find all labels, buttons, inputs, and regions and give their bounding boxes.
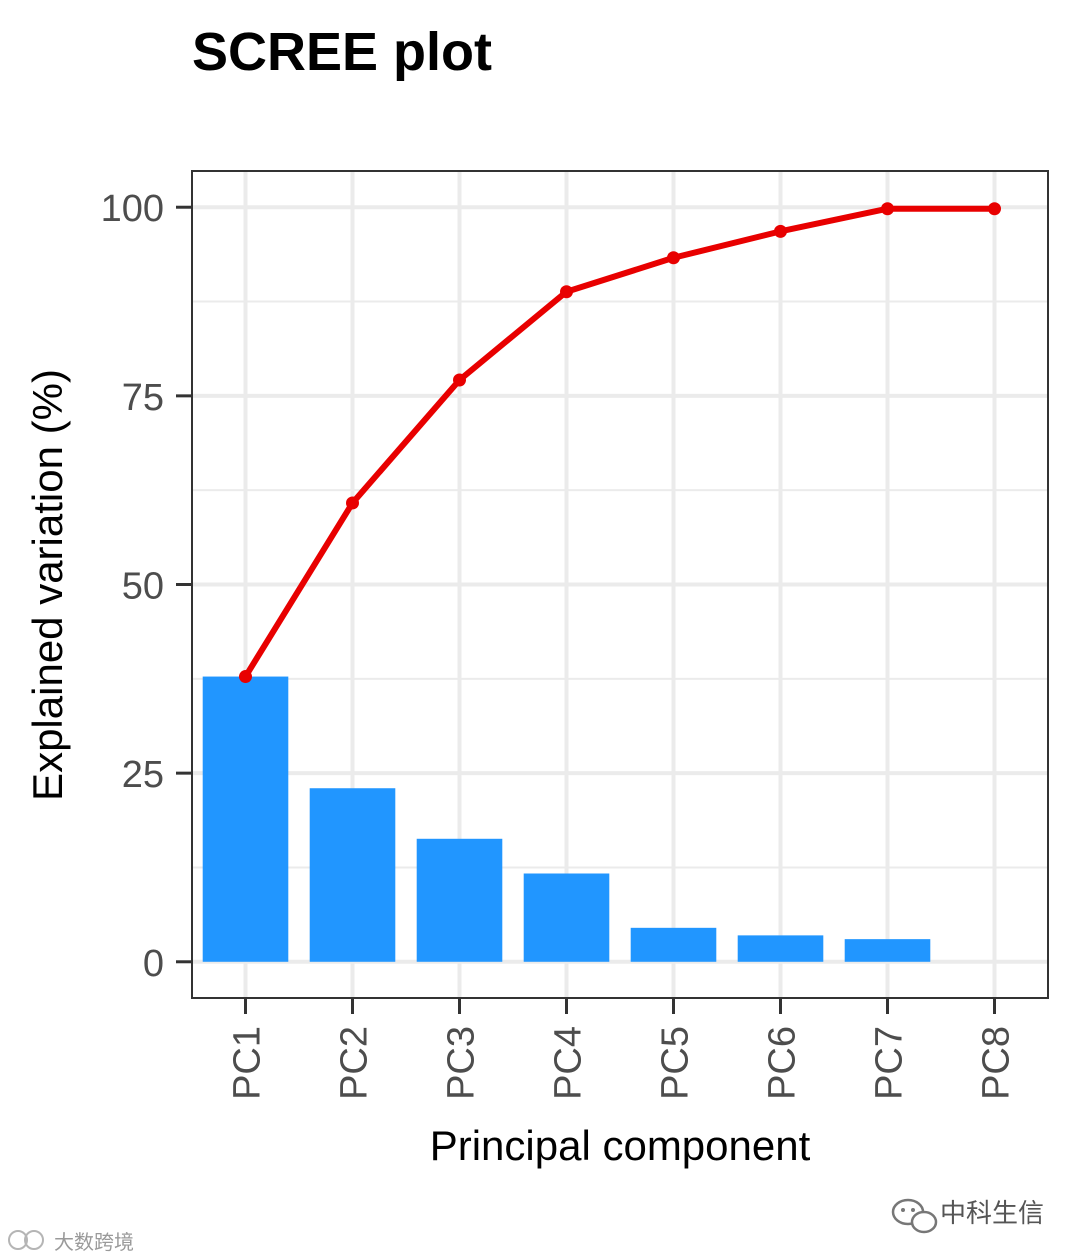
y-tick-label: 0 [143,943,164,985]
x-tick-label: PC2 [334,1026,376,1100]
watermark-right: 中科生信 [891,1198,1044,1234]
line-point-pc8 [988,202,1001,216]
x-tick-label: PC7 [869,1026,911,1100]
y-tick-label: 100 [101,188,164,230]
bars [202,676,931,962]
line-point-pc2 [346,496,359,510]
x-tick-label: PC1 [227,1026,269,1100]
grid [192,171,1048,998]
bar-pc7 [844,939,931,962]
x-tick-label: PC3 [441,1026,483,1100]
watermark-left: 大数跨境 [8,1230,134,1254]
cumulative-line-layer [239,202,1001,684]
bar-pc6 [737,935,824,962]
bar-pc4 [523,873,610,962]
x-tick-label: PC6 [762,1026,804,1100]
bar-pc1 [202,676,289,962]
bar-pc5 [630,927,717,962]
bar-pc2 [309,788,396,962]
y-tick-label: 25 [122,754,164,796]
chart-title: SCREE plot [192,22,492,82]
line-point-pc4 [560,285,573,299]
line-point-pc5 [667,251,680,265]
line-point-pc1 [239,670,252,684]
x-axis-title: Principal component [430,1122,811,1169]
axes: 0 25 50 75 100 PC1 PC2 PC3 PC4 PC5 PC6 PC7 PC8 [101,188,1018,1100]
wechat-icon [891,1198,938,1234]
x-tick-label: PC5 [655,1026,697,1100]
bar-pc3 [416,838,503,962]
y-tick-label: 50 [122,566,164,608]
brand-logo-icon [8,1230,44,1250]
line-point-pc3 [453,373,466,387]
watermark-right-text: 中科生信 [940,1199,1044,1229]
y-axis-title: Explained variation (%) [24,369,71,801]
watermark-left-text: 大数跨境 [54,1230,134,1254]
x-tick-label: PC4 [548,1026,590,1100]
line-point-pc6 [774,224,787,238]
y-tick-label: 75 [122,377,164,419]
line-point-pc7 [881,202,894,216]
cumulative-line [242,205,998,680]
x-tick-label: PC8 [976,1026,1018,1100]
